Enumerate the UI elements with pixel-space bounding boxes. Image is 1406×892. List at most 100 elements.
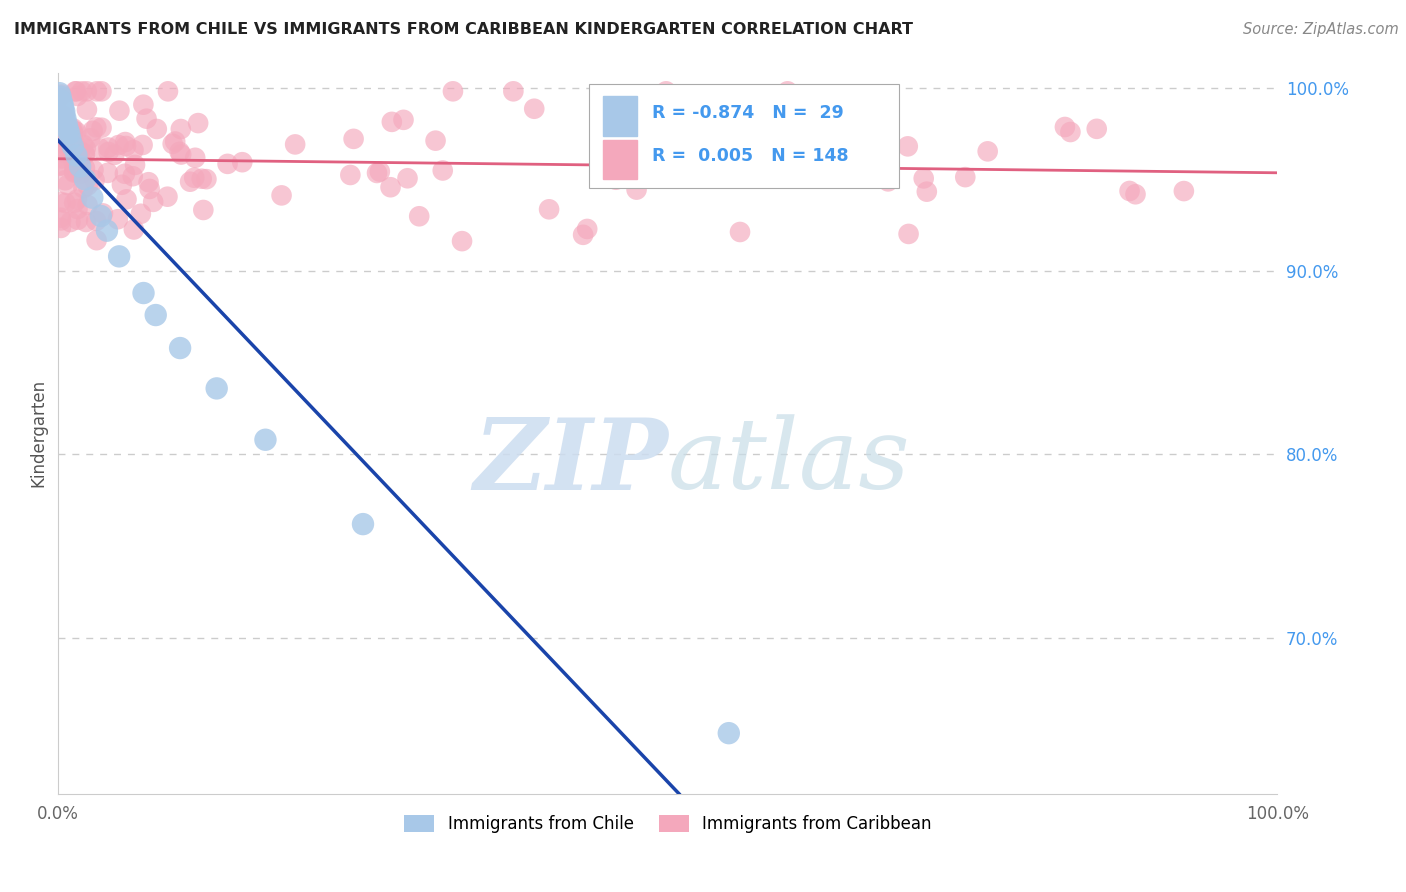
Point (1173, 184, 1195, 198)
Point (146, 122, 169, 136)
Text: atlas: atlas (668, 415, 911, 510)
Point (59, 132, 82, 146)
Point (1053, 120, 1076, 134)
Point (82, 163, 104, 178)
Point (63, 165, 86, 179)
Point (66, 89, 89, 103)
Point (72, 137, 94, 152)
Point (626, 183, 648, 197)
Point (53, 104, 76, 119)
Point (69, 167, 91, 181)
Point (55, 131, 77, 145)
Text: ZIP: ZIP (472, 414, 668, 510)
Point (97, 166, 120, 180)
Point (49, 213, 72, 227)
Point (90, 209, 112, 223)
FancyBboxPatch shape (589, 84, 900, 188)
Point (572, 227, 595, 242)
Point (366, 166, 388, 180)
Point (73, 161, 96, 175)
Point (165, 135, 187, 149)
Point (142, 194, 165, 209)
Point (156, 84, 179, 98)
Point (107, 212, 129, 227)
Point (1118, 184, 1140, 198)
Point (111, 178, 134, 192)
Point (52, 99, 75, 113)
Point (53, 108, 76, 122)
Point (778, 152, 800, 166)
Point (915, 185, 938, 199)
Point (441, 84, 464, 98)
Point (342, 132, 364, 146)
Point (69, 144, 91, 158)
Point (217, 157, 239, 171)
Point (59, 215, 82, 229)
Point (284, 137, 307, 152)
Point (193, 202, 215, 217)
Text: IMMIGRANTS FROM CHILE VS IMMIGRANTS FROM CARIBBEAN KINDERGARTEN CORRELATION CHAR: IMMIGRANTS FROM CHILE VS IMMIGRANTS FROM… (14, 22, 912, 37)
Point (122, 143, 145, 157)
Text: R =  0.005   N = 148: R = 0.005 N = 148 (652, 147, 849, 165)
Point (55, 112, 77, 126)
Point (124, 158, 146, 172)
Point (49, 194, 72, 209)
Point (1125, 187, 1147, 202)
Point (65, 84, 87, 98)
Point (90, 84, 112, 98)
Point (381, 115, 404, 129)
Point (86, 233, 108, 247)
Point (62, 139, 84, 153)
Point (83, 173, 105, 187)
Point (576, 222, 599, 236)
Point (724, 162, 747, 177)
Point (51, 159, 73, 173)
Point (190, 171, 212, 186)
Point (62, 130, 84, 145)
Point (76, 198, 98, 212)
Text: R = -0.874   N =  29: R = -0.874 N = 29 (652, 103, 844, 121)
Point (339, 168, 361, 182)
Point (89, 141, 111, 155)
Point (62, 126, 84, 140)
Point (879, 132, 901, 146)
Point (138, 182, 160, 196)
Point (131, 138, 153, 153)
Point (82, 124, 104, 138)
Legend: Immigrants from Chile, Immigrants from Caribbean: Immigrants from Chile, Immigrants from C… (398, 808, 938, 839)
Point (86, 84, 108, 98)
Point (49, 158, 72, 172)
Point (115, 139, 138, 153)
Point (56, 123, 79, 137)
Bar (603, 96, 637, 136)
Point (66, 212, 89, 227)
Point (51, 152, 73, 166)
Point (96, 224, 118, 238)
Point (49, 94, 72, 108)
Point (408, 209, 430, 223)
Point (179, 175, 201, 189)
Point (79, 131, 101, 145)
Point (49, 90, 72, 104)
Point (523, 102, 546, 116)
Point (72, 181, 94, 195)
Point (58, 126, 80, 140)
Point (605, 172, 627, 186)
Point (205, 381, 228, 395)
Point (631, 169, 654, 183)
Point (135, 112, 157, 126)
Point (169, 341, 191, 355)
Point (170, 122, 193, 136)
Point (776, 84, 799, 98)
Point (97, 140, 120, 154)
Point (132, 97, 155, 112)
Point (65, 125, 87, 139)
Point (75, 215, 97, 229)
Point (60, 122, 83, 136)
Point (538, 202, 561, 217)
Point (955, 170, 977, 185)
Point (451, 234, 474, 248)
Point (1059, 125, 1081, 139)
Point (368, 164, 391, 178)
Y-axis label: Kindergarten: Kindergarten (30, 379, 46, 487)
